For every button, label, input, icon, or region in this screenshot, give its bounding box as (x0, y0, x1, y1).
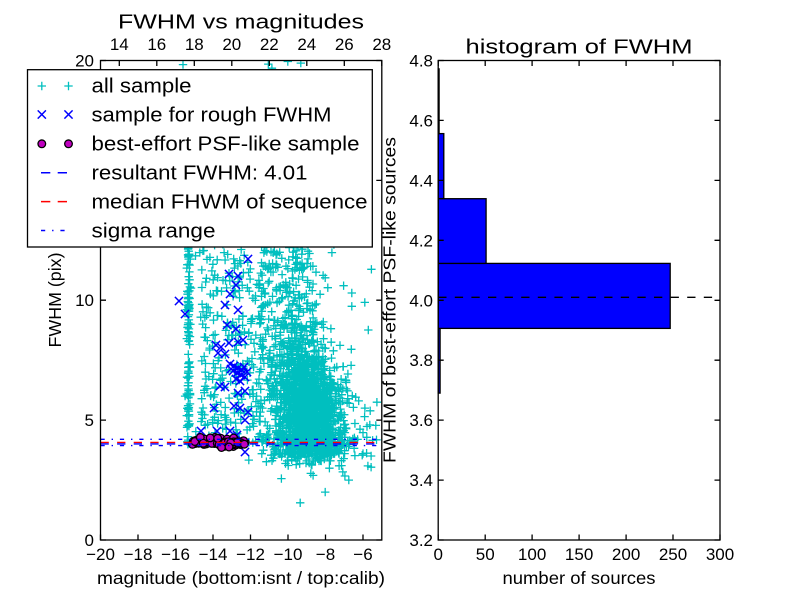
svg-text:28: 28 (372, 35, 391, 54)
svg-text:200: 200 (612, 545, 640, 564)
svg-text:−14: −14 (199, 545, 228, 564)
svg-text:14: 14 (110, 35, 129, 54)
svg-text:24: 24 (297, 35, 316, 54)
svg-text:100: 100 (518, 545, 546, 564)
svg-text:FWHM of best-effort PSF-like s: FWHM of best-effort PSF-like sources (380, 137, 400, 463)
svg-text:26: 26 (335, 35, 354, 54)
svg-text:FWHM (pix): FWHM (pix) (45, 253, 65, 348)
svg-text:−6: −6 (353, 545, 372, 564)
svg-text:150: 150 (565, 545, 593, 564)
svg-text:3.6: 3.6 (409, 411, 433, 430)
svg-text:50: 50 (476, 545, 495, 564)
svg-text:0: 0 (433, 545, 442, 564)
svg-text:magnitude (bottom:isnt / top:c: magnitude (bottom:isnt / top:calib) (97, 568, 385, 588)
svg-text:4.6: 4.6 (409, 111, 433, 130)
svg-text:10: 10 (75, 291, 94, 310)
svg-text:−10: −10 (274, 545, 303, 564)
svg-text:−12: −12 (236, 545, 265, 564)
svg-text:5: 5 (85, 411, 94, 430)
svg-text:4.8: 4.8 (409, 52, 433, 71)
svg-text:250: 250 (659, 545, 687, 564)
svg-text:22: 22 (260, 35, 279, 54)
svg-text:4.4: 4.4 (409, 171, 433, 190)
svg-text:0: 0 (85, 531, 94, 550)
svg-text:300: 300 (706, 545, 734, 564)
svg-text:18: 18 (185, 35, 204, 54)
svg-text:3.4: 3.4 (409, 471, 433, 490)
svg-text:−18: −18 (124, 545, 153, 564)
svg-text:20: 20 (222, 35, 241, 54)
svg-text:histogram of FWHM: histogram of FWHM (466, 36, 693, 59)
svg-text:−8: −8 (316, 545, 335, 564)
svg-text:4.0: 4.0 (409, 291, 433, 310)
svg-text:3.2: 3.2 (409, 531, 433, 550)
svg-text:number of sources: number of sources (503, 568, 656, 588)
svg-text:all sample: all sample (92, 76, 192, 98)
svg-text:16: 16 (147, 35, 166, 54)
svg-text:median FHWM of sequence: median FHWM of sequence (92, 192, 368, 214)
svg-text:4.2: 4.2 (409, 231, 433, 250)
svg-text:sample for rough FWHM: sample for rough FWHM (92, 105, 332, 127)
svg-text:−16: −16 (161, 545, 190, 564)
svg-text:FWHM vs magnitudes: FWHM vs magnitudes (118, 11, 364, 34)
svg-text:20: 20 (75, 52, 94, 71)
svg-text:sigma range: sigma range (92, 221, 216, 243)
svg-text:−20: −20 (86, 545, 115, 564)
svg-text:resultant FWHM: 4.01: resultant FWHM: 4.01 (92, 163, 308, 185)
svg-text:best-effort PSF-like sample: best-effort PSF-like sample (92, 134, 360, 156)
svg-text:3.8: 3.8 (409, 351, 433, 370)
